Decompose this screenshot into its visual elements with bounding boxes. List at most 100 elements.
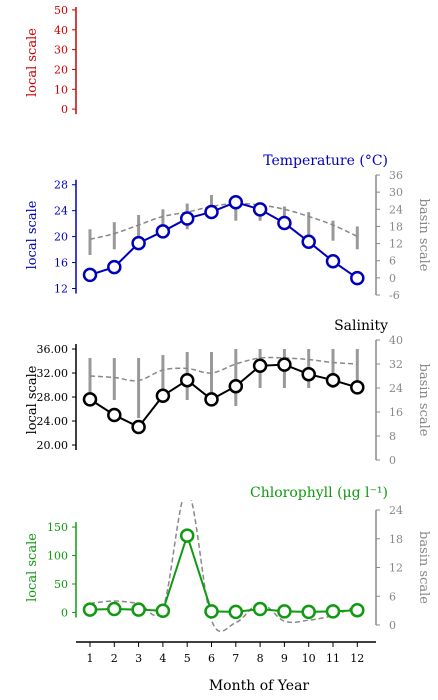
left-tick-label: 40	[54, 24, 68, 37]
local-point	[107, 601, 122, 617]
left-tick-label: 150	[47, 521, 68, 534]
right-tick-label: 6	[389, 590, 396, 603]
local-point	[252, 601, 268, 617]
left-tick-label: 28.00	[37, 391, 69, 404]
right-tick-label: 32	[389, 358, 403, 371]
local-point	[301, 366, 316, 382]
left-tick-label: 24	[54, 205, 68, 218]
local-point	[325, 372, 341, 388]
local-point	[82, 267, 98, 283]
chart-panels: 0 10 20 30 40 50 local scale 12 16 20 24 28 local sc…	[25, 4, 431, 633]
local-point	[82, 392, 98, 407]
x-tick-label: 8	[257, 652, 264, 665]
left-axis-title: local scale	[25, 365, 40, 434]
panel-title: Salinity	[334, 318, 388, 334]
local-point	[301, 234, 316, 250]
local-point	[277, 357, 292, 372]
right-axis-title: basin scale	[416, 199, 431, 272]
left-tick-label: 20.00	[37, 439, 69, 452]
x-tick-label: 9	[281, 652, 288, 665]
right-tick-label: 18	[389, 220, 403, 233]
local-series-line	[89, 201, 358, 279]
local-point	[325, 254, 341, 269]
panel-temperature: 12 16 20 24 28 local scale Temperature (°C) -6 0…	[25, 153, 431, 302]
left-tick-label: 100	[47, 550, 68, 563]
right-tick-label: 40	[389, 334, 403, 347]
right-tick-label: 0	[389, 272, 396, 285]
basin-mean-curve	[89, 202, 358, 241]
local-point	[228, 194, 244, 210]
right-tick-label: 16	[389, 406, 403, 419]
local-point	[350, 270, 365, 286]
right-tick-label: 12	[389, 238, 403, 251]
left-tick-label: 50	[54, 4, 68, 17]
left-tick-label: 30	[54, 44, 68, 57]
x-tick-label: 1	[87, 652, 94, 665]
local-point	[155, 603, 171, 619]
panel-title: Chlorophyll (μg l⁻¹)	[250, 485, 388, 501]
left-tick-label: 20	[54, 63, 68, 76]
left-axis-title: local scale	[25, 200, 40, 269]
local-point	[204, 204, 219, 220]
left-tick-label: 16	[54, 257, 68, 270]
x-tick-label: 10	[302, 652, 316, 665]
right-tick-label: 12	[389, 562, 403, 575]
local-point	[277, 604, 292, 619]
local-point	[107, 259, 122, 275]
x-tick-label: 6	[208, 652, 215, 665]
local-series-line	[89, 363, 358, 429]
local-point	[350, 380, 365, 395]
right-axis-title: basin scale	[416, 364, 431, 437]
local-point	[204, 392, 219, 407]
local-series-line	[89, 532, 358, 613]
x-axis-label: Month of Year	[209, 678, 310, 694]
x-tick-label: 7	[232, 652, 239, 665]
right-tick-label: 0	[389, 619, 396, 632]
panel-chlorophyll: 0 50 100 150 local scale Chlorophyll (μg l⁻¹)…	[25, 485, 431, 633]
local-point	[155, 224, 171, 239]
x-tick-label: 2	[111, 652, 118, 665]
right-tick-label: 18	[389, 533, 403, 546]
x-tick-label: 11	[326, 652, 340, 665]
local-point	[82, 602, 98, 617]
right-tick-label: 6	[389, 255, 396, 268]
left-tick-label: 0	[61, 103, 68, 116]
left-tick-label: 32.00	[37, 367, 69, 380]
left-tick-label: 10	[54, 83, 68, 96]
local-point	[179, 211, 195, 226]
local-point	[131, 602, 146, 617]
left-tick-label: 36.00	[37, 343, 69, 356]
left-tick-label: 28	[54, 179, 68, 192]
local-point	[179, 528, 195, 543]
local-point	[204, 604, 219, 619]
x-tick-label: 4	[159, 652, 166, 665]
right-tick-label: 30	[389, 186, 403, 199]
local-point	[155, 388, 171, 404]
basin-mean-curve	[89, 356, 358, 382]
panel-title: Temperature (°C)	[263, 153, 388, 169]
left-tick-label: 50	[54, 578, 68, 591]
left-tick-label: 0	[61, 606, 68, 619]
right-tick-label: 24	[389, 382, 403, 395]
local-point	[228, 378, 244, 394]
local-point	[179, 372, 195, 388]
local-point	[325, 604, 341, 619]
panel-top: 0 10 20 30 40 50 local scale	[25, 4, 77, 116]
local-point	[131, 419, 146, 435]
x-tick-label: 5	[184, 652, 191, 665]
x-tick-label: 12	[350, 652, 364, 665]
right-tick-label: 36	[389, 169, 403, 182]
right-tick-label: 24	[389, 504, 403, 517]
left-axis-title: local scale	[25, 533, 40, 602]
local-point	[301, 604, 316, 620]
local-point	[252, 358, 268, 374]
right-tick-label: 0	[389, 454, 396, 467]
local-point	[107, 407, 122, 423]
x-tick-label: 3	[135, 652, 142, 665]
right-tick-label: 8	[389, 430, 396, 443]
local-point	[228, 604, 244, 620]
x-axis: 1 2 3 4 5 6 7 8 9 10 11 12	[76, 641, 376, 665]
panel-salinity: 20.00 24.00 28.00 32.00 36.00 local scale Sali…	[25, 318, 431, 467]
left-tick-label: 20	[54, 231, 68, 244]
